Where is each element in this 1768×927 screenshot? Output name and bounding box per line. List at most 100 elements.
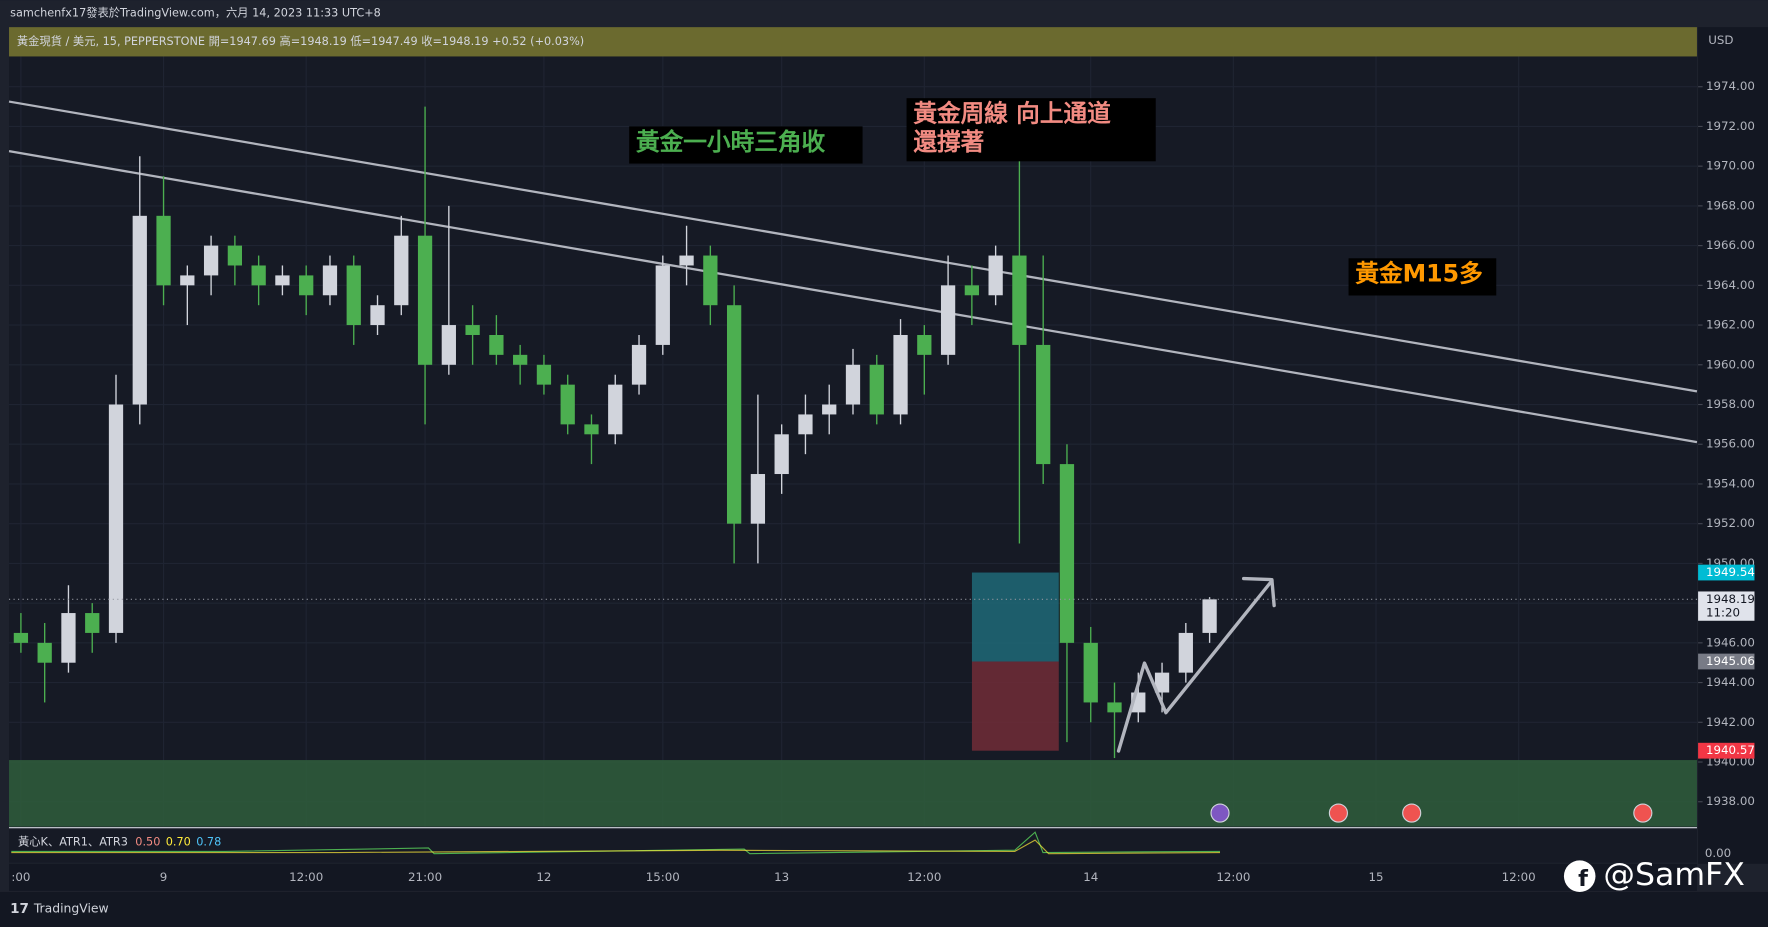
- candle-body: [513, 354, 528, 365]
- candle-body: [85, 613, 100, 633]
- time-axis: [9, 863, 1697, 891]
- price-label-box: [1698, 742, 1755, 759]
- price-label-box: [1698, 591, 1755, 621]
- candles: [13, 106, 1217, 759]
- candle-body: [394, 235, 409, 306]
- y-tick-label: 1970.00: [1706, 159, 1755, 173]
- watermark: @SamFX: [1603, 857, 1744, 893]
- candle-body: [679, 255, 694, 266]
- price-label-box: [1698, 564, 1755, 581]
- logo-mark: 17: [10, 901, 29, 917]
- candle-body: [750, 474, 766, 524]
- x-tick-label: 9: [160, 870, 168, 884]
- candle-body: [61, 613, 76, 663]
- candle-body: [465, 325, 480, 335]
- event-icon[interactable]: [1328, 803, 1348, 823]
- event-icon[interactable]: [1633, 803, 1653, 823]
- candle-body: [845, 364, 861, 405]
- arrow-drawing: [1116, 576, 1276, 753]
- price-label: 1940.57: [1706, 743, 1755, 757]
- x-tick-label: 14: [1083, 870, 1098, 884]
- y-tick-label: 1964.00: [1706, 278, 1755, 292]
- x-tick-label: 15: [1368, 870, 1383, 884]
- price-label: 1949.54: [1706, 565, 1755, 579]
- candle-body: [275, 275, 290, 286]
- target-zone: [971, 572, 1059, 662]
- x-tick-label: 12: [536, 870, 551, 884]
- x-tick-label: 12:00: [1216, 870, 1250, 884]
- price-axis: [1698, 27, 1768, 864]
- price-label-time: 11:20: [1706, 605, 1740, 619]
- candle-body: [655, 265, 670, 345]
- x-tick-label: 21:00: [408, 870, 442, 884]
- candle-body: [774, 434, 789, 475]
- indicator-line: [11, 831, 1221, 855]
- candle-body: [822, 404, 837, 415]
- event-icon[interactable]: [1210, 803, 1230, 823]
- annotation-box: [629, 126, 863, 164]
- y-tick-label: 1946.00: [1706, 635, 1755, 649]
- candle-body: [417, 235, 433, 365]
- candle-body: [1154, 672, 1170, 693]
- indicator-pane: [9, 828, 1697, 863]
- events: [1210, 803, 1653, 823]
- logo: TradingView: [33, 900, 109, 915]
- event-icon[interactable]: [1402, 803, 1422, 823]
- candle-body: [13, 632, 29, 643]
- candle-body: [536, 364, 552, 385]
- candle-body: [917, 334, 932, 355]
- candle-body: [893, 334, 908, 415]
- arrow-head: [1241, 576, 1276, 608]
- annotation-box: [906, 98, 1156, 162]
- y-tick-label: 1966.00: [1706, 238, 1755, 252]
- facebook-f: f: [1578, 866, 1588, 892]
- y-tick-label: 1962.00: [1706, 318, 1755, 332]
- candle-body: [1178, 632, 1193, 673]
- price-label-box: [1698, 653, 1755, 670]
- annotation-text: 黃金周線 向上通道: [913, 100, 1111, 128]
- candle-body: [798, 414, 813, 435]
- published: samchenfx17發表於TradingView.com，六月 14, 202…: [10, 6, 381, 20]
- stop-zone: [971, 661, 1059, 751]
- candle-body: [1012, 255, 1027, 345]
- candle-body: [489, 334, 504, 355]
- y-tick-label: 1954.00: [1706, 476, 1755, 490]
- candle-body: [869, 364, 884, 415]
- y-tick-label: 1952.00: [1706, 516, 1755, 530]
- candle-body: [156, 215, 171, 286]
- x-tick-label: 12:00: [1502, 870, 1536, 884]
- candle-body: [1107, 702, 1122, 713]
- annotation-box: [1348, 258, 1497, 296]
- trendlines: [8, 100, 1698, 444]
- indicator-value: 0.70: [166, 835, 191, 848]
- candle-body: [346, 265, 361, 326]
- legend-bar: [9, 27, 1697, 57]
- indicator-tick-label: 0.00: [1705, 846, 1731, 860]
- price-label: 1948.19: [1706, 592, 1755, 606]
- x-tick-label: 15:00: [646, 870, 680, 884]
- candle-body: [608, 384, 623, 435]
- trendline: [8, 150, 1698, 444]
- candle-body: [441, 325, 456, 365]
- facebook-icon: [1563, 860, 1596, 892]
- arrow-path: [1116, 579, 1274, 753]
- y-tick-label: 1958.00: [1706, 397, 1755, 411]
- candle-body: [370, 305, 385, 326]
- candle-body: [251, 265, 266, 286]
- candle-body: [180, 275, 195, 286]
- currency: USD: [1708, 33, 1733, 47]
- candle-body: [1083, 642, 1098, 703]
- x-tick-label: :00: [11, 870, 30, 884]
- x-tick-label: 12:00: [907, 870, 941, 884]
- y-tick-label: 1938.00: [1706, 794, 1755, 808]
- candle-body: [560, 384, 575, 425]
- y-tick-label: 1968.00: [1706, 198, 1755, 212]
- annotation-text: 黃金一小時三角收: [636, 128, 826, 156]
- y-tick-label: 1974.00: [1706, 79, 1755, 93]
- indicator-legend: 0.50 0.70 0.78: [135, 835, 221, 848]
- footer: [0, 891, 1768, 927]
- indicator-line: [11, 839, 1221, 855]
- candle-body: [299, 275, 314, 296]
